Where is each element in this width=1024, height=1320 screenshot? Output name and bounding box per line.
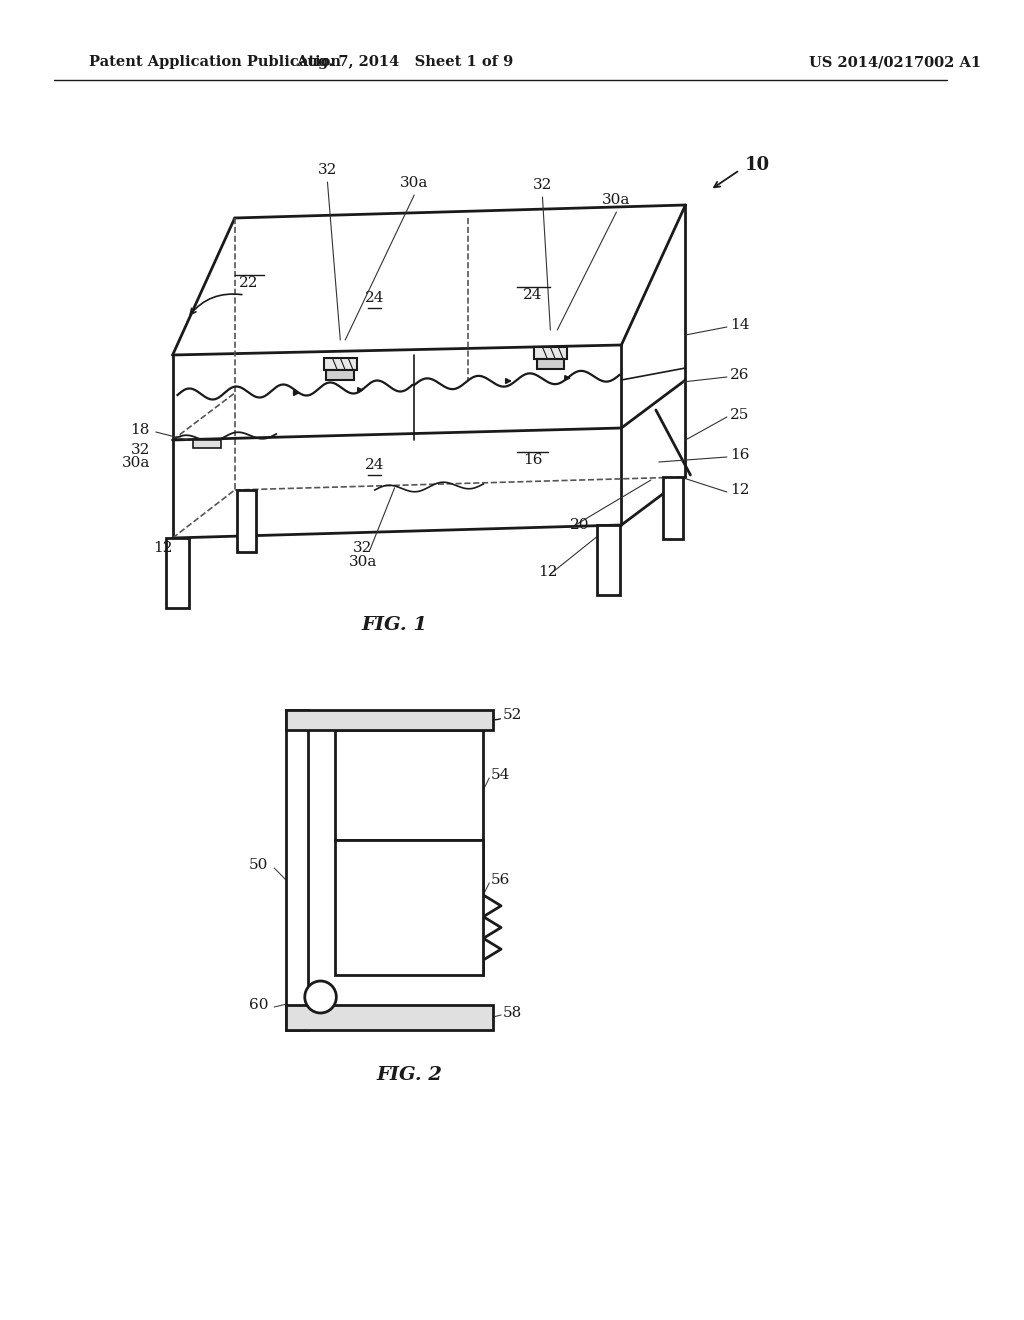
Bar	[237, 490, 256, 552]
Bar	[324, 358, 357, 370]
Text: 30a: 30a	[400, 176, 428, 190]
Text: 50: 50	[249, 858, 268, 873]
Bar	[335, 730, 483, 840]
Circle shape	[305, 981, 336, 1012]
Text: 30a: 30a	[122, 455, 150, 470]
Text: 25: 25	[730, 408, 750, 422]
Text: 32: 32	[353, 541, 373, 554]
Text: Aug. 7, 2014   Sheet 1 of 9: Aug. 7, 2014 Sheet 1 of 9	[296, 55, 513, 69]
Text: 14: 14	[730, 318, 750, 333]
Bar	[597, 525, 621, 595]
Text: 24: 24	[365, 290, 385, 305]
Text: 60: 60	[249, 998, 268, 1012]
Bar	[194, 440, 221, 447]
Text: FIG. 1: FIG. 1	[361, 616, 428, 634]
Text: 16: 16	[730, 447, 750, 462]
Text: 12: 12	[730, 483, 750, 498]
Text: 54: 54	[492, 768, 511, 781]
Text: 32: 32	[532, 178, 552, 191]
Text: 56: 56	[492, 873, 511, 887]
Bar	[335, 840, 483, 975]
Text: 26: 26	[730, 368, 750, 381]
Text: 58: 58	[503, 1006, 522, 1020]
Bar	[537, 359, 564, 370]
Text: 30a: 30a	[349, 554, 377, 569]
Text: 24: 24	[523, 288, 543, 302]
Bar	[286, 1005, 494, 1030]
Text: 12: 12	[154, 541, 173, 554]
Text: FIG. 2: FIG. 2	[376, 1067, 442, 1084]
Bar	[663, 477, 683, 539]
Text: 52: 52	[503, 708, 522, 722]
Bar	[286, 710, 308, 1030]
Text: 16: 16	[523, 453, 543, 467]
Text: 22: 22	[239, 276, 258, 290]
Bar	[534, 347, 567, 359]
Text: US 2014/0217002 A1: US 2014/0217002 A1	[809, 55, 981, 69]
Text: 24: 24	[365, 458, 385, 473]
Text: 30a: 30a	[602, 193, 631, 207]
Text: Patent Application Publication: Patent Application Publication	[89, 55, 341, 69]
Bar	[286, 710, 494, 730]
Text: 32: 32	[317, 162, 337, 177]
Bar	[327, 370, 354, 380]
Text: 20: 20	[570, 517, 590, 532]
Text: 18: 18	[130, 422, 150, 437]
Text: 10: 10	[744, 156, 770, 174]
Text: 12: 12	[538, 565, 557, 579]
Text: 32: 32	[130, 444, 150, 457]
Bar	[166, 539, 189, 609]
